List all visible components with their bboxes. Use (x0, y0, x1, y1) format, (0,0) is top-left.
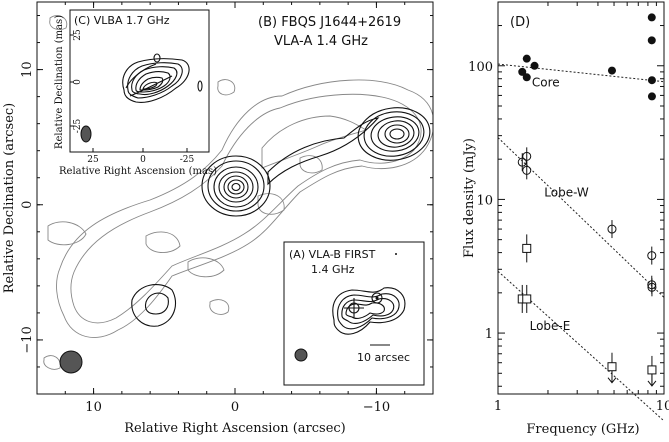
data-point-core (522, 73, 531, 82)
map-x-axis-label: Relative Right Ascension (arcsec) (124, 421, 346, 436)
spectrum-panel: 1 10 100 1 10 Core Lobe-W Lobe-E (D) Frequenc… (462, 1, 669, 437)
fit-line-lobe-e (497, 270, 665, 422)
map-y-ticks: 10 0 −10 (20, 15, 433, 395)
spectrum-x-axis-label: Frequency (GHz) (526, 422, 639, 437)
blob (145, 231, 181, 253)
data-point-core (522, 54, 531, 63)
spectrum-x-ticks: 1 10 (494, 2, 669, 414)
inset-c-x-tick-label: -25 (180, 155, 195, 165)
data-point-lobe-e (522, 294, 532, 304)
spectrum-y-tick-label: 100 (468, 60, 493, 75)
beam-ellipse (59, 350, 83, 374)
spectrum-y-tick-label: 1 (485, 327, 493, 342)
series-label-lobe-w: Lobe-W (544, 186, 589, 200)
map-y-tick-label: 0 (20, 201, 35, 209)
inset-c-x-tick-label: 0 (140, 155, 146, 165)
vlba-beam (80, 125, 92, 143)
data-point-core (647, 92, 656, 101)
contour-map-panel: 10 0 −10 10 0 −10 (B) FBQS J1644+2619 VLA-A … (2, 1, 434, 436)
core-contours (201, 155, 271, 217)
data-point-core (530, 61, 539, 70)
data-point-lobe-w (647, 282, 657, 292)
lobe-east-contours (131, 284, 176, 327)
map-y-tick-label: −10 (20, 326, 35, 353)
outer-contour-2 (70, 93, 422, 324)
inset-c-x-tick-label: 25 (87, 155, 99, 165)
inset-c-ticks: 25 0 -25 25 0 -25 (70, 29, 195, 165)
series-label-core: Core (532, 75, 560, 89)
map-y-tick-label: 10 (20, 61, 35, 78)
data-point-lobe-w (522, 165, 532, 175)
map-y-axis-label: Relative Declination (arcsec) (2, 103, 17, 294)
data-point-lobe-e (647, 365, 657, 375)
data-point-core (607, 66, 616, 75)
data-point-core (518, 67, 527, 76)
series-label-lobe-e: Lobe-E (530, 319, 571, 333)
blob (47, 221, 87, 246)
blob (209, 299, 230, 315)
blob (43, 355, 61, 370)
data-point-core (647, 13, 656, 22)
vlba-contours (122, 53, 203, 103)
blob (49, 15, 68, 31)
map-x-tick-label: −10 (363, 400, 390, 415)
blob (217, 79, 236, 96)
inset-c-vlba: (C) VLBA 1.7 GHz Relative Right Ascensio… (54, 9, 217, 177)
inset-a-first: (A) VLA-B FIRST 1.4 GHz 10 arcsec (283, 241, 425, 386)
data-point-core (647, 36, 656, 45)
fit-line-lobe-w (497, 137, 665, 298)
inset-a-sublabel: 1.4 GHz (311, 263, 355, 276)
data-point-lobe-w (607, 224, 617, 234)
map-subtitle: VLA-A 1.4 GHz (274, 34, 368, 49)
inset-a-label: (A) VLA-B FIRST (289, 248, 376, 261)
data-point-core (647, 76, 656, 85)
inset-c-y-tick-label: -25 (73, 118, 83, 133)
map-title: (B) FBQS J1644+2619 (258, 15, 401, 30)
first-contours (332, 253, 406, 335)
map-x-tick-label: 10 (85, 400, 102, 415)
inset-c-y-tick-label: 25 (73, 29, 83, 41)
blob (257, 193, 285, 215)
outer-contour (56, 79, 433, 338)
map-x-tick-label: 0 (231, 400, 239, 415)
data-point-lobe-e (607, 362, 617, 372)
spectrum-y-axis-label: Flux density (mJy) (462, 138, 477, 258)
inset-c-label: (C) VLBA 1.7 GHz (74, 14, 170, 27)
inset-c-xlabel: Relative Right Ascension (mas) (59, 166, 217, 177)
spectrum-points (517, 13, 657, 387)
spectrum-frame (497, 1, 665, 395)
spectrum-y-tick-label: 10 (476, 193, 493, 208)
jet-dark-contour (267, 117, 380, 186)
upper-limit-arrow (607, 370, 617, 384)
first-beam (294, 348, 308, 362)
data-point-lobe-w (522, 151, 532, 161)
spectrum-y-ticks: 1 10 100 (468, 1, 664, 387)
upper-limit-arrow (647, 373, 657, 387)
map-x-ticks: 10 0 −10 (36, 2, 434, 415)
data-point-lobe-e (522, 243, 532, 253)
blob (299, 155, 323, 174)
inset-c-y-tick-label: 0 (73, 79, 83, 85)
spectrum-panel-label: (D) (510, 15, 530, 30)
spectrum-x-tick-label: 1 (494, 399, 502, 414)
data-point-lobe-w (647, 251, 657, 261)
spectrum-x-tick-label: 10 (656, 399, 669, 414)
lobe-west-contours (357, 107, 431, 161)
scalebar-label: 10 arcsec (357, 351, 410, 364)
blob (187, 257, 225, 278)
spectrum-series-labels: Core Lobe-W Lobe-E (530, 75, 589, 333)
inset-c-ylabel: Relative Declination (mas) (54, 15, 65, 149)
spectrum-fit-lines (497, 63, 665, 422)
